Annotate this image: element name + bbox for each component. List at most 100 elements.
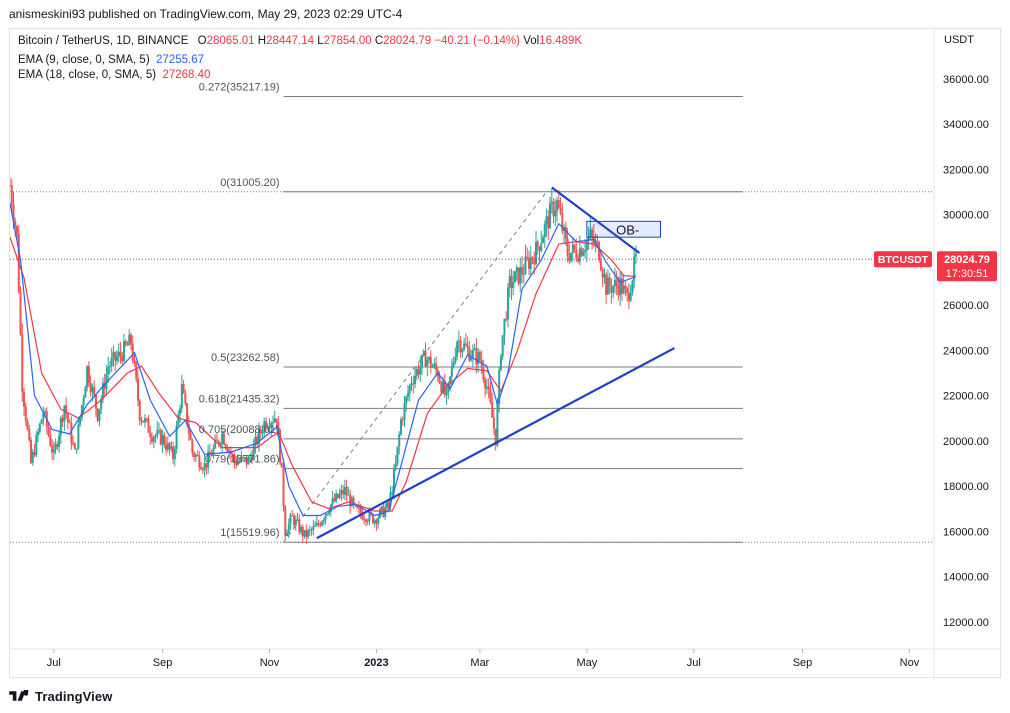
candle-body (629, 292, 632, 301)
candle-body (82, 397, 85, 406)
candle-body (463, 343, 466, 350)
candle-body (10, 185, 13, 205)
candle-body (114, 352, 117, 361)
candle-body (526, 256, 529, 259)
candle-body (480, 360, 483, 368)
candle-body (615, 279, 618, 286)
candle-body (100, 398, 103, 410)
high-value: 28447.14 (266, 35, 315, 47)
candle-body (435, 363, 438, 370)
candle-body (471, 349, 474, 358)
candle-body (307, 529, 310, 537)
candle-body (264, 421, 267, 429)
candle-body (198, 455, 201, 468)
candle-body (196, 454, 199, 456)
low-label: L (317, 35, 324, 47)
candle-body (54, 444, 57, 450)
candle-body (124, 340, 127, 345)
candle-body (250, 456, 253, 461)
candle-body (42, 412, 45, 420)
candle-body (410, 383, 413, 386)
ema9-legend[interactable]: EMA (9, close, 0, SMA, 5) 27255.67 (18, 54, 204, 66)
candle-body (163, 434, 166, 446)
y-tick-label: 32000.00 (943, 164, 989, 176)
footer-brand[interactable]: TradingView (35, 688, 113, 704)
candle-body (371, 513, 374, 524)
candle-body (10, 185, 11, 187)
y-tick-label: 24000.00 (943, 345, 989, 357)
candle-body (154, 435, 157, 438)
tradingview-logo-icon[interactable] (9, 690, 31, 702)
candle-body (161, 434, 164, 445)
candle-body (44, 411, 47, 413)
candle-body (219, 444, 222, 446)
candle-body (627, 293, 630, 301)
x-tick-label: 2023 (364, 657, 388, 669)
candle-body (633, 256, 636, 281)
candle-body (482, 367, 485, 380)
candle-body (375, 520, 378, 524)
candle-body (312, 526, 315, 530)
candle-body (438, 377, 441, 383)
candle-body (140, 420, 143, 422)
candle-body (194, 454, 197, 458)
candle-body (112, 352, 115, 358)
candle-body (38, 423, 41, 433)
candle-body (145, 418, 148, 420)
candle-body (166, 443, 169, 450)
fib-level-label: 0(31005.20) (220, 177, 279, 189)
candle-body (624, 285, 627, 289)
candle-body (540, 243, 543, 251)
candle-body (517, 267, 520, 284)
candle-body (86, 366, 89, 388)
candle-body (47, 426, 50, 435)
candle-body (566, 238, 569, 257)
candle-body (58, 435, 61, 447)
candle-body (315, 523, 318, 526)
candle-body (466, 345, 469, 348)
symbol-name[interactable]: Bitcoin / TetherUS, 1D, BINANCE (18, 35, 189, 47)
candle-body (414, 375, 417, 385)
candle-body (121, 355, 124, 362)
candle-body (77, 424, 80, 449)
close-value: 28024.79 (383, 35, 432, 47)
candle-body (487, 386, 490, 390)
candle-body (131, 343, 134, 361)
x-tick-label: Jul (687, 657, 701, 669)
candle-body (578, 248, 581, 262)
candle-body (513, 271, 516, 283)
candle-body (94, 394, 97, 409)
candle-body (359, 507, 362, 514)
candle-body (584, 250, 587, 252)
candle-body (322, 519, 325, 522)
candle-body (14, 221, 17, 227)
candle-body (172, 446, 175, 460)
candle-body (622, 285, 625, 294)
candle-body (422, 351, 425, 355)
candle-body (515, 267, 518, 272)
candle-body (298, 519, 301, 533)
candle-body (492, 417, 495, 429)
candle-body (63, 405, 66, 422)
candle-body (89, 383, 92, 393)
candle-body (231, 454, 234, 456)
candle-body (217, 440, 220, 445)
candle-body (549, 203, 552, 229)
ema18-legend[interactable]: EMA (18, close, 0, SMA, 5) 27268.40 (18, 69, 210, 81)
candle-body (491, 402, 494, 418)
candle-body (233, 454, 236, 462)
candle-body (394, 463, 397, 470)
candle-body (542, 237, 545, 244)
candle-body (552, 201, 555, 217)
ema18-label: EMA (18, close, 0, SMA, 5) (18, 69, 157, 81)
candle-body (30, 440, 33, 463)
candle-body (520, 267, 523, 275)
candle-body (179, 408, 182, 415)
fib-level-label: 0.79(18771.86) (205, 454, 280, 466)
candle-body (617, 285, 620, 296)
candle-body (571, 244, 574, 253)
candle-body (485, 386, 488, 389)
candle-body (21, 334, 24, 393)
change-value: −40.21 (−0.14%) (434, 35, 520, 47)
